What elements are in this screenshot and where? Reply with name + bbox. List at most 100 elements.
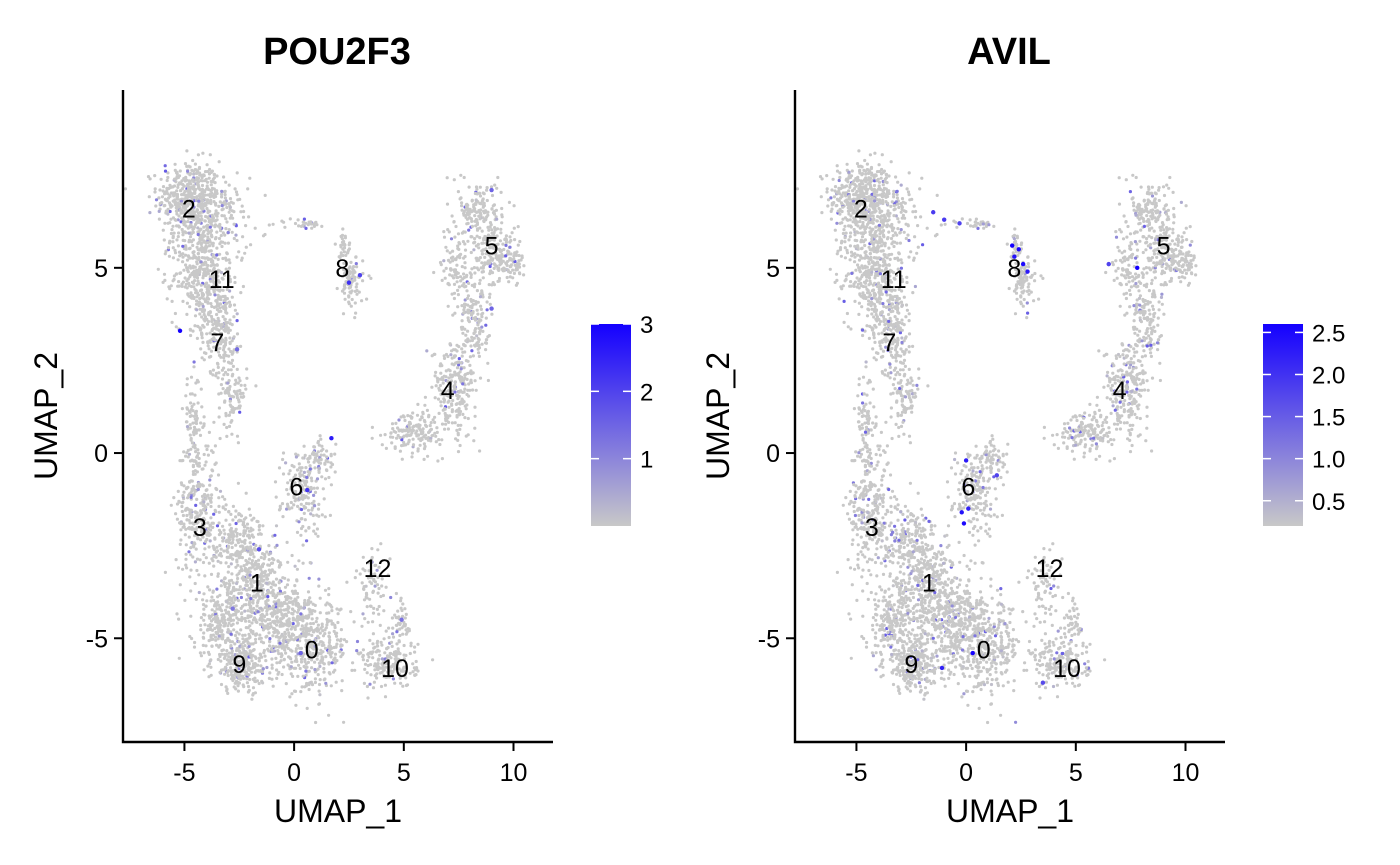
cell-point	[245, 522, 250, 526]
cell-point	[408, 651, 412, 656]
cell-point	[291, 607, 295, 612]
cell-point	[201, 560, 206, 565]
cell-point	[198, 328, 202, 332]
cell-point	[235, 396, 239, 400]
cell-point	[184, 263, 188, 267]
cell-point	[285, 540, 289, 545]
cell-point	[173, 311, 177, 316]
cell-point	[261, 613, 265, 618]
cell-point	[328, 652, 332, 657]
cell-point	[425, 349, 429, 353]
cell-point	[218, 242, 222, 246]
cell-point	[162, 272, 167, 276]
cell-point	[232, 236, 236, 241]
cell-point	[169, 231, 173, 236]
cell-point	[213, 610, 217, 614]
cell-point	[234, 611, 238, 615]
cell-point	[216, 211, 220, 215]
cell-point	[336, 620, 340, 625]
cell-point	[190, 479, 194, 483]
cell-point	[413, 645, 417, 649]
cell-point	[147, 195, 151, 199]
cell-point	[371, 656, 375, 660]
cell-point	[188, 305, 192, 309]
cell-point	[227, 258, 231, 262]
cell-point	[226, 381, 230, 385]
cell-point	[266, 595, 270, 599]
cell-point	[285, 628, 289, 632]
cell-point	[201, 190, 205, 194]
cell-point	[187, 231, 191, 235]
cell-point	[255, 620, 259, 625]
cell-point	[185, 383, 189, 387]
cell-point	[197, 428, 201, 432]
cell-point	[273, 480, 278, 484]
cell-point	[433, 415, 437, 419]
cell-point	[396, 426, 400, 430]
cell-point	[496, 267, 500, 271]
cell-point	[189, 284, 193, 289]
cell-point	[191, 158, 195, 163]
cell-point	[353, 301, 357, 305]
cell-point	[221, 524, 225, 528]
cell-point	[185, 279, 189, 283]
cell-point	[212, 336, 216, 340]
cell-point	[255, 604, 259, 608]
cell-point	[421, 410, 425, 414]
cell-point	[228, 384, 232, 389]
cell-point	[290, 660, 294, 664]
cell-point	[205, 186, 209, 191]
cell-point	[333, 452, 337, 456]
cell-point	[230, 545, 234, 550]
cell-point	[243, 383, 247, 387]
cell-point	[508, 270, 512, 275]
cell-point	[265, 577, 269, 581]
cell-point	[305, 706, 309, 711]
cell-point	[175, 212, 179, 216]
cell-point	[375, 672, 379, 676]
cell-point	[422, 447, 427, 451]
cell-point	[216, 473, 221, 477]
cell-point	[189, 546, 193, 550]
cell-point	[226, 618, 230, 622]
cell-point	[234, 679, 239, 684]
cell-point	[227, 582, 231, 586]
cell-point	[268, 671, 272, 675]
cell-point	[208, 588, 212, 592]
cell-point	[200, 467, 204, 471]
cell-point	[446, 427, 450, 431]
cell-point	[204, 556, 208, 560]
cell-point	[383, 695, 388, 699]
cell-point	[185, 312, 189, 316]
cell-point	[368, 638, 372, 643]
cell-point	[518, 272, 522, 276]
cell-point	[182, 268, 186, 272]
cell-point	[253, 662, 258, 666]
cell-point	[281, 515, 285, 519]
cell-point	[444, 369, 448, 373]
cell-point	[220, 195, 224, 199]
cell-point	[228, 261, 232, 265]
cell-point	[180, 211, 184, 215]
cell-point	[329, 483, 333, 487]
cell-point	[183, 508, 188, 512]
cell-point	[234, 381, 238, 385]
cell-point	[186, 219, 190, 224]
cell-point	[251, 565, 255, 569]
cell-point	[227, 266, 231, 270]
cell-point	[488, 302, 492, 306]
cell-point	[238, 569, 242, 573]
cell-point	[373, 645, 377, 649]
cell-point	[364, 584, 368, 588]
cell-point	[264, 573, 268, 577]
cell-point	[282, 600, 286, 605]
cell-point	[327, 640, 331, 645]
cell-point	[257, 565, 261, 570]
cell-point	[303, 518, 307, 522]
cell-point	[433, 396, 437, 400]
cell-point	[240, 645, 244, 649]
cell-point	[193, 472, 197, 476]
cell-point	[230, 295, 234, 299]
cell-point	[213, 444, 217, 448]
cell-point	[176, 566, 181, 570]
